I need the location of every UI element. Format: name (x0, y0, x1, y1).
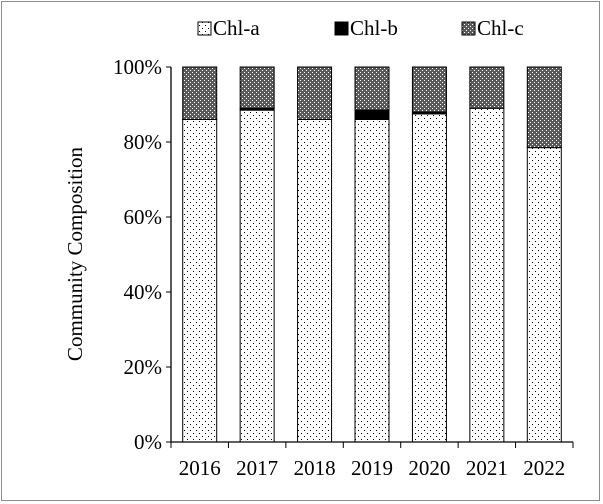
legend-label-chl-b: Chl-b (350, 16, 398, 40)
bar-chl-c-2018 (297, 66, 333, 120)
x-tick-label: 2021 (466, 456, 508, 480)
y-tick-label: 80% (124, 130, 163, 154)
bar-chl-a-2018 (297, 119, 333, 443)
bar-chl-c-2021 (469, 66, 505, 109)
legend-swatch-chl-a (197, 21, 212, 36)
x-tick-label: 2017 (236, 456, 278, 480)
y-tick-label: 60% (124, 205, 163, 229)
legend-swatch-chl-b (334, 21, 349, 36)
x-tick-label: 2020 (408, 456, 450, 480)
bar-chl-c-2019 (354, 66, 390, 111)
bar-chl-a-2017 (239, 109, 275, 443)
bar-chl-c-2020 (411, 66, 447, 113)
bar-chl-c-2017 (239, 66, 275, 109)
legend: Chl-a Chl-b Chl-c (197, 16, 524, 40)
bars (182, 66, 562, 443)
bar-chl-a-2022 (526, 147, 562, 443)
bar-chl-a-2019 (354, 119, 390, 443)
bar-chl-c-2016 (182, 66, 218, 120)
y-tick-label: 100% (113, 55, 162, 79)
legend-label-chl-c: Chl-c (477, 16, 524, 40)
legend-label-chl-a: Chl-a (213, 16, 260, 40)
axes (170, 67, 574, 448)
bar-chl-a-2016 (182, 119, 218, 443)
x-tick-label: 2018 (294, 456, 336, 480)
y-tick-label: 40% (124, 280, 163, 304)
x-tick-label: 2016 (179, 456, 221, 480)
y-tick-label: 0% (134, 430, 162, 454)
bar-chl-a-2020 (411, 113, 447, 443)
bar-chl-b-2019 (354, 109, 390, 120)
y-axis-ticks: 0% 20% 40% 60% 80% 100% (113, 55, 171, 454)
x-axis-ticks: 2016 2017 2018 2019 2020 2021 2022 (179, 456, 566, 480)
bar-chl-a-2021 (469, 107, 505, 443)
legend-swatch-chl-c (461, 21, 476, 36)
x-tick-label: 2019 (351, 456, 393, 480)
x-tick-label: 2022 (523, 456, 565, 480)
y-axis-label: Community Composition (63, 146, 87, 361)
bar-chl-c-2022 (526, 66, 562, 149)
y-tick-label: 20% (124, 355, 163, 379)
